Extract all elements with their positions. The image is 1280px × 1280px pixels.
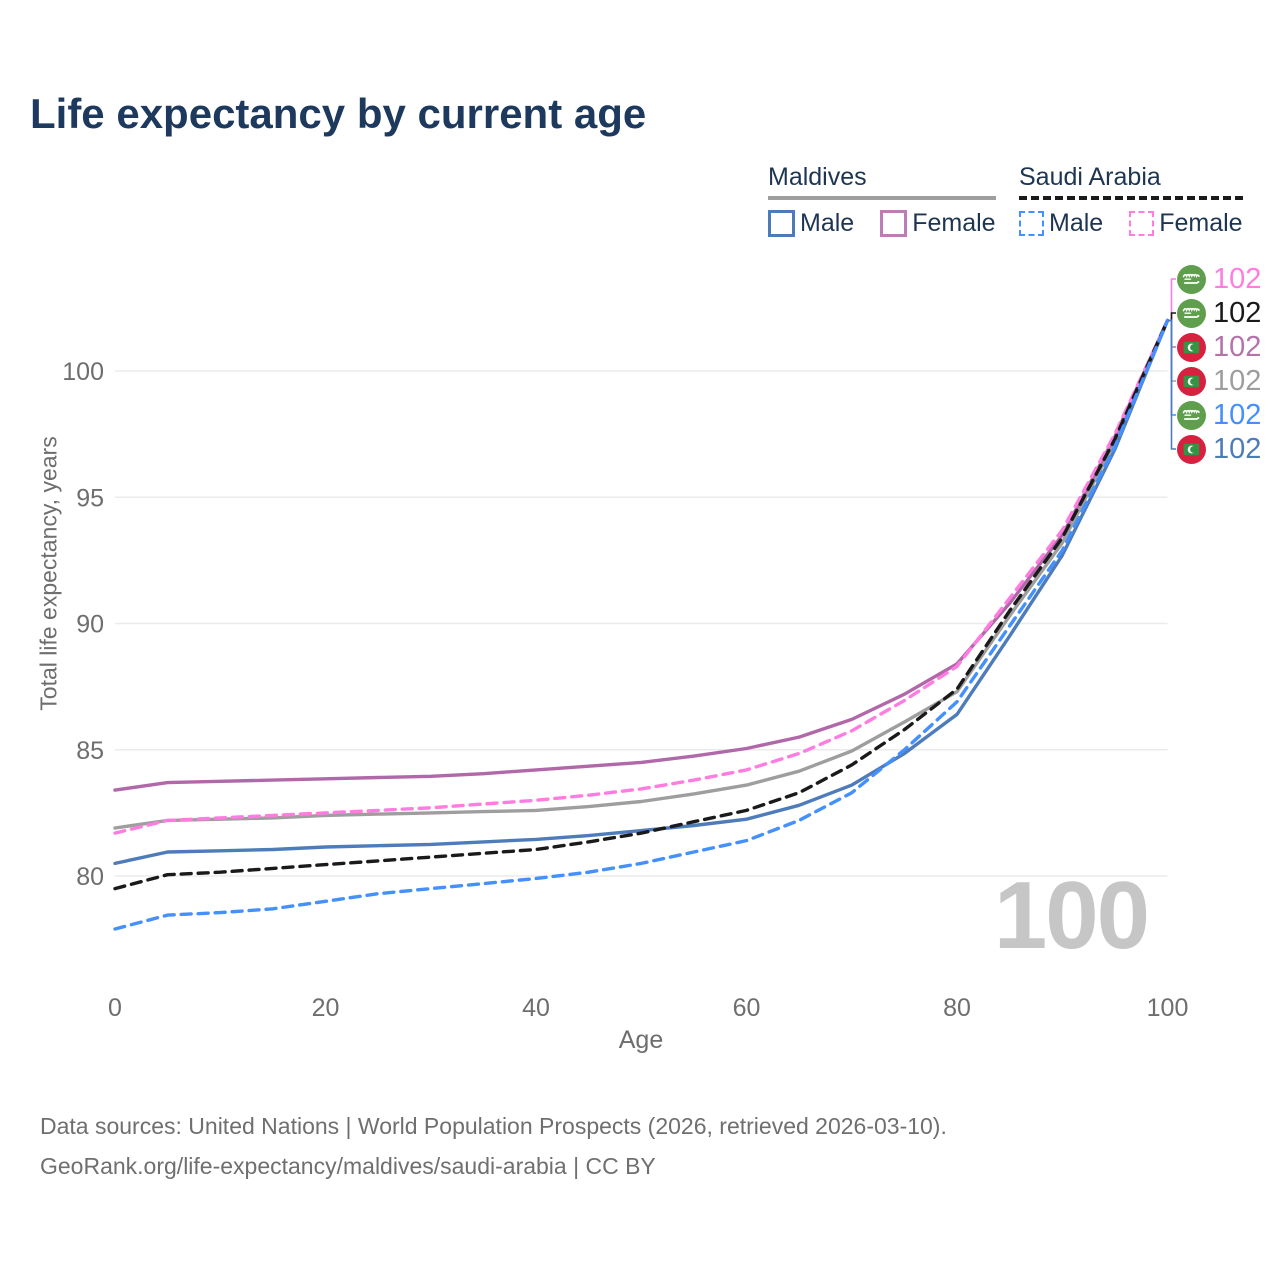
saudi-arabia-flag-icon	[1177, 298, 1206, 328]
series-line-saudi-male	[113, 318, 1170, 931]
legend-item-label: Female	[1159, 209, 1243, 237]
series-line-maldives-female	[113, 318, 1170, 792]
y-tick-label: 85	[76, 737, 104, 765]
end-value-label: 102	[1213, 296, 1262, 329]
end-value-label: 102	[1213, 330, 1262, 363]
legend-country-saudi-arabia[interactable]: Saudi Arabia	[1019, 163, 1243, 200]
end-value-label: 102	[1213, 262, 1262, 295]
series-line-maldives-both	[113, 318, 1170, 830]
saudi-arabia-flag-icon	[1177, 264, 1206, 294]
x-tick-label: 60	[733, 994, 761, 1022]
legend-item-label: Male	[800, 209, 855, 237]
x-axis-title: Age	[618, 1026, 664, 1054]
y-tick-label: 80	[76, 863, 104, 891]
end-label-maldives-both: 102	[1177, 366, 1261, 396]
legend-group-maldives: Maldives Male Female	[768, 163, 996, 238]
leader-line-maldives-male	[1167, 319, 1176, 450]
legend-country-label: Maldives	[768, 163, 867, 191]
series-line-saudi-both	[113, 318, 1170, 891]
age-counter-watermark: 100	[993, 862, 1150, 969]
y-tick-label: 100	[62, 358, 104, 386]
saudi-male-swatch-icon	[1019, 211, 1044, 236]
legend-item-label: Male	[1049, 209, 1104, 237]
legend-item-saudi-female[interactable]: Female	[1129, 209, 1243, 238]
end-value-label: 102	[1213, 364, 1262, 397]
y-axis-title: Total life expectancy, years	[35, 436, 62, 711]
y-tick-label: 90	[76, 611, 104, 639]
maldives-male-swatch-icon	[768, 210, 795, 237]
maldives-flag-icon	[1177, 434, 1206, 464]
x-tick-label: 40	[522, 994, 550, 1022]
y-tick-label: 95	[76, 484, 104, 512]
legend-country-label: Saudi Arabia	[1019, 163, 1161, 191]
series-line-saudi-female	[113, 318, 1170, 835]
footer-url: GeoRank.org/life-expectancy/maldives/sau…	[40, 1153, 656, 1179]
legend-item-label: Female	[912, 209, 996, 237]
legend-item-saudi-male[interactable]: Male	[1019, 209, 1103, 238]
x-tick-label: 80	[943, 994, 971, 1022]
page-title: Life expectancy by current age	[30, 90, 647, 137]
legend-group-saudi-arabia: Saudi Arabia Male Female	[1019, 163, 1243, 238]
legend-item-maldives-female[interactable]: Female	[880, 209, 996, 238]
maldives-flag-icon	[1177, 366, 1206, 396]
end-label-maldives-female: 102	[1177, 332, 1261, 362]
saudi-female-swatch-icon	[1129, 211, 1155, 236]
end-value-label: 102	[1213, 432, 1262, 465]
x-tick-label: 20	[312, 994, 340, 1022]
footer-data-sources: Data sources: United Nations | World Pop…	[40, 1113, 947, 1139]
end-label-saudi-female: 102	[1177, 264, 1261, 294]
end-label-saudi-male: 102	[1177, 400, 1261, 430]
maldives-flag-icon	[1177, 332, 1206, 362]
end-label-maldives-male: 102	[1177, 434, 1261, 464]
x-tick-label: 0	[108, 994, 122, 1022]
end-label-saudi-both: 102	[1177, 298, 1261, 328]
maldives-line-style-swatch	[768, 196, 996, 200]
x-tick-label: 100	[1147, 994, 1189, 1022]
legend-item-maldives-male[interactable]: Male	[768, 209, 854, 238]
series-line-maldives-male	[113, 318, 1170, 866]
legend-country-maldives[interactable]: Maldives	[768, 163, 996, 200]
end-value-label: 102	[1213, 398, 1262, 431]
maldives-female-swatch-icon	[880, 210, 908, 237]
saudi-arabia-flag-icon	[1177, 400, 1206, 430]
saudi-arabia-line-style-swatch	[1019, 196, 1243, 200]
footer: Data sources: United Nations | World Pop…	[40, 1106, 947, 1186]
